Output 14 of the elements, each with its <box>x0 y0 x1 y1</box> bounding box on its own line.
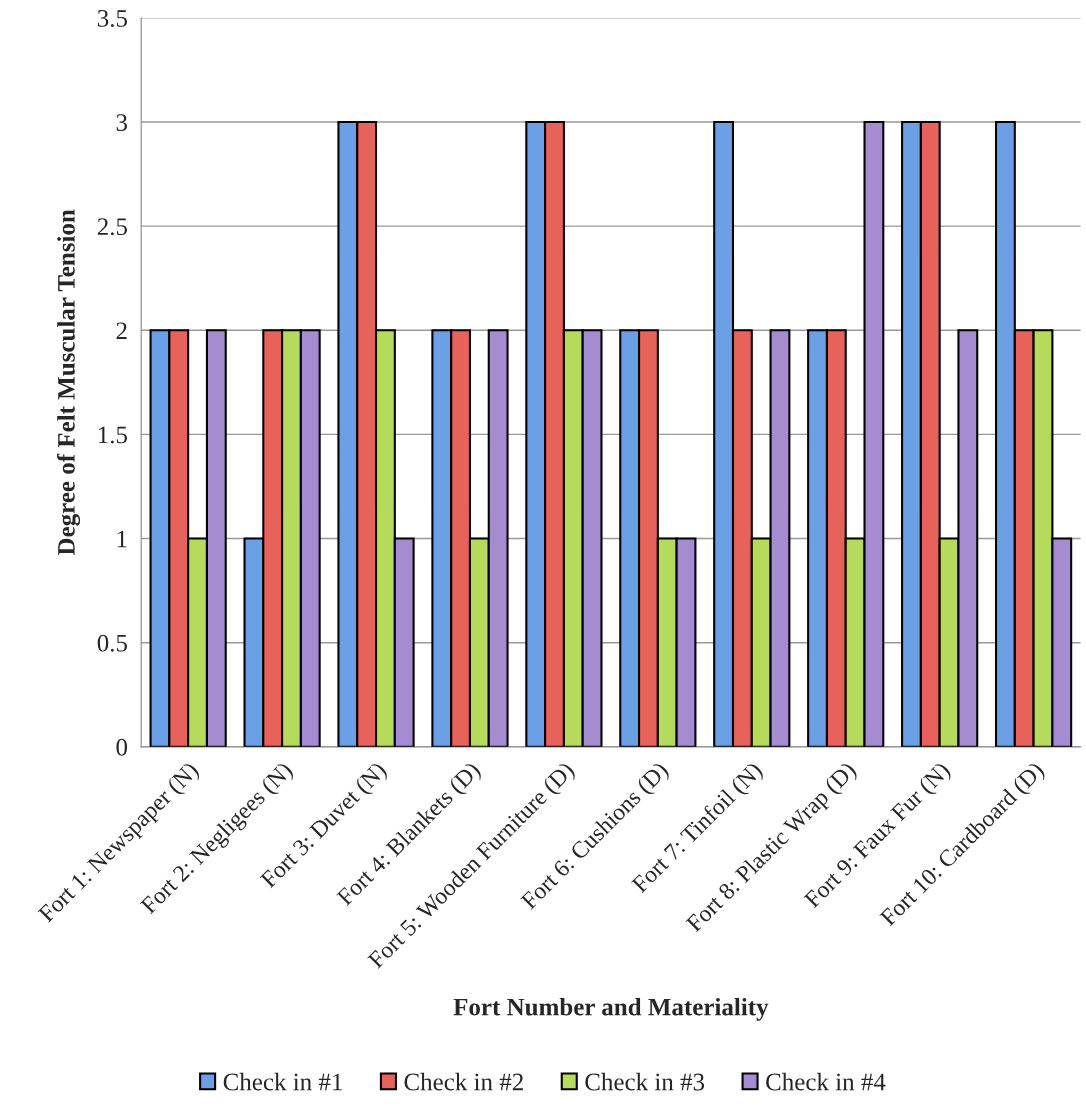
legend-label: Check in #2 <box>404 1072 523 1091</box>
x-axis-title: Fort Number and Materiality <box>453 997 769 1021</box>
y-tick-label: 2.5 <box>97 218 128 236</box>
legend-label: Check in #4 <box>766 1072 886 1091</box>
y-tick-label: 3 <box>116 114 128 131</box>
legend-label: Check in #1 <box>223 1072 342 1091</box>
y-tick-label: 1.5 <box>98 426 128 444</box>
y-axis-title: Degree of Felt Muscular Tension <box>56 209 81 556</box>
y-tick-label: 3.5 <box>97 10 128 27</box>
y-tick-label: 1 <box>117 530 127 548</box>
y-tick-label: 0 <box>116 738 128 756</box>
y-tick-label: 0.5 <box>97 634 128 652</box>
legend-label: Check in #3 <box>585 1072 705 1091</box>
y-tick-label: 2 <box>116 322 127 339</box>
